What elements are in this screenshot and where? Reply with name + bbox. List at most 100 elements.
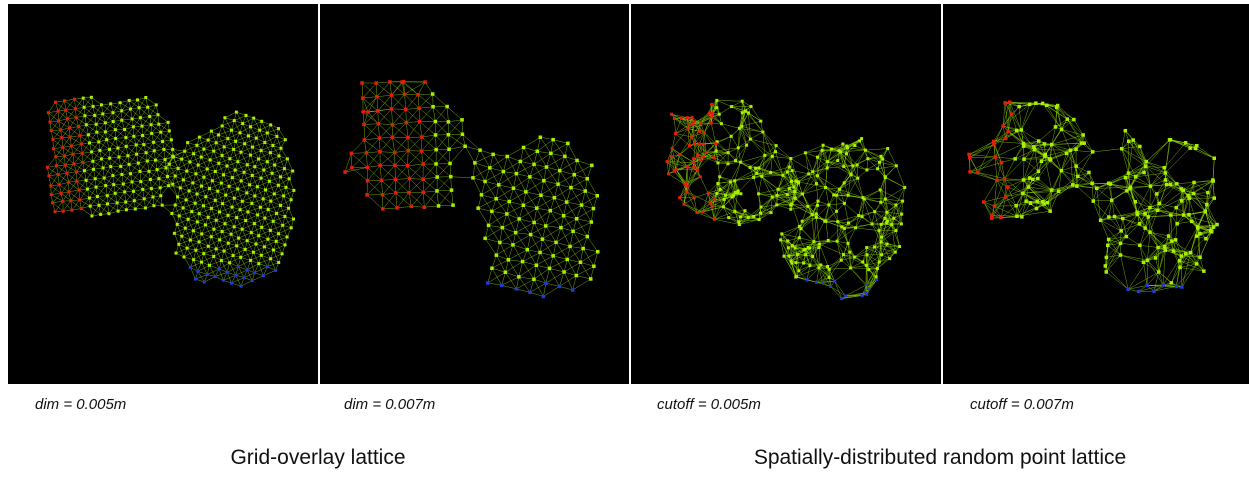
lattice-node xyxy=(851,164,855,168)
fixed-node xyxy=(702,155,706,159)
lattice-node xyxy=(826,239,830,242)
lattice-node xyxy=(498,240,502,245)
lattice-node xyxy=(277,232,280,236)
fixed-node xyxy=(420,135,424,139)
load-node xyxy=(1126,287,1130,291)
lattice-node xyxy=(726,162,730,166)
fixed-node xyxy=(81,161,85,164)
lattice-node xyxy=(97,203,101,207)
lattice-node xyxy=(789,207,793,211)
lattice-node xyxy=(102,176,106,180)
lattice-node xyxy=(796,180,800,184)
lattice-node xyxy=(166,120,170,124)
lattice-node xyxy=(1211,225,1216,229)
lattice-node xyxy=(212,254,216,258)
lattice-node xyxy=(506,258,511,262)
lattice-panel-1 xyxy=(8,4,318,384)
lattice-node xyxy=(115,201,119,205)
lattice-node xyxy=(1041,199,1045,204)
lattice-node xyxy=(243,247,247,251)
lattice-node xyxy=(880,235,883,239)
fixed-node xyxy=(365,193,369,197)
lattice-node xyxy=(1108,182,1113,186)
lattice-node xyxy=(1171,249,1176,253)
lattice-node xyxy=(879,200,883,204)
lattice-node xyxy=(532,220,536,225)
lattice-node xyxy=(727,216,731,220)
lattice-node xyxy=(1174,205,1178,210)
lattice-node xyxy=(734,159,737,163)
lattice-node xyxy=(202,252,206,256)
lattice-node xyxy=(1043,154,1047,158)
fixed-node xyxy=(999,215,1003,220)
lattice-node xyxy=(1179,254,1183,258)
load-node xyxy=(1180,285,1184,289)
lattice-node xyxy=(109,102,113,106)
lattice-node xyxy=(740,124,744,128)
lattice-node xyxy=(581,246,585,251)
lattice-node xyxy=(592,264,596,268)
fixed-node xyxy=(712,217,716,221)
lattice-node xyxy=(483,179,487,184)
lattice-node xyxy=(280,252,284,256)
lattice-node xyxy=(83,114,87,118)
lattice-node xyxy=(292,188,296,192)
lattice-node xyxy=(281,223,285,227)
lattice-node xyxy=(857,214,861,217)
lattice-node xyxy=(279,175,282,179)
load-node xyxy=(213,275,217,278)
fixed-node xyxy=(992,204,997,208)
lattice-node xyxy=(754,166,758,170)
lattice-node xyxy=(814,215,818,219)
lattice-node xyxy=(903,186,907,189)
lattice-node xyxy=(793,196,797,200)
lattice-node xyxy=(1106,243,1110,248)
lattice-node xyxy=(195,220,199,224)
fixed-node xyxy=(672,117,676,120)
lattice-node xyxy=(839,258,843,262)
fixed-node xyxy=(999,160,1004,165)
fixed-node xyxy=(416,93,420,97)
lattice-node xyxy=(239,255,243,259)
lattice-node xyxy=(478,148,482,152)
lattice-node xyxy=(888,257,892,261)
lattice-node xyxy=(173,203,177,207)
lattice-node xyxy=(174,251,178,255)
lattice-node xyxy=(1205,202,1209,207)
lattice-node xyxy=(226,213,230,217)
lattice-node xyxy=(108,156,112,160)
lattice-node xyxy=(151,195,155,199)
fixed-node xyxy=(421,162,425,166)
lattice-node xyxy=(1035,199,1039,203)
fixed-node xyxy=(711,111,714,115)
lattice-node xyxy=(463,144,467,148)
grid-overlay-group-label: Grid-overlay lattice xyxy=(230,446,406,469)
lattice-node xyxy=(1087,170,1091,175)
fixed-node xyxy=(360,81,364,85)
lattice-node xyxy=(447,147,451,151)
lattice-node xyxy=(794,179,798,183)
lattice-node xyxy=(143,206,147,210)
grid-lattice-fine-plot xyxy=(45,95,296,288)
lattice-node xyxy=(1020,215,1024,219)
fixed-node xyxy=(686,127,690,131)
lattice-node xyxy=(1186,193,1190,198)
lattice-node xyxy=(88,141,91,145)
lattice-node xyxy=(197,212,201,216)
lattice-node xyxy=(1054,105,1059,110)
lattice-node xyxy=(434,147,438,152)
lattice-node xyxy=(132,134,136,138)
lattice-node xyxy=(259,176,263,180)
lattice-node xyxy=(554,240,558,245)
lattice-node xyxy=(1143,212,1147,216)
lattice-node xyxy=(124,144,128,148)
lattice-node xyxy=(775,193,779,197)
lattice-node xyxy=(736,146,740,150)
lattice-node xyxy=(111,120,115,123)
lattice-node xyxy=(1191,191,1196,196)
lattice-node xyxy=(794,261,798,265)
load-node xyxy=(225,270,229,274)
load-node xyxy=(202,280,206,284)
lattice-node xyxy=(864,263,868,267)
lattice-node xyxy=(160,203,164,207)
